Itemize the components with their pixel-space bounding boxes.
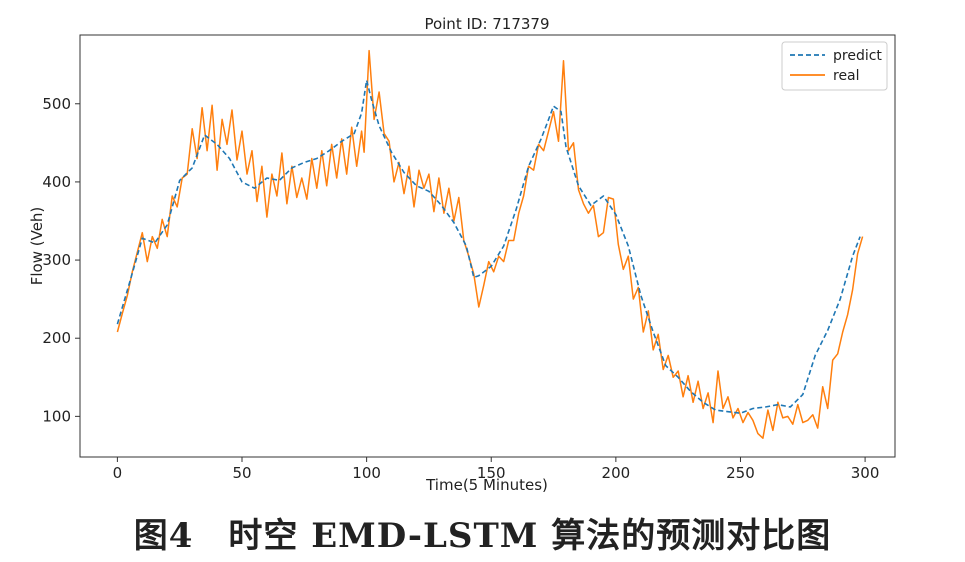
legend-label-predict: predict — [833, 48, 882, 64]
x-tick-label: 50 — [232, 464, 251, 482]
chart-title: Point ID: 717379 — [424, 15, 549, 33]
x-tick-label: 250 — [726, 464, 755, 482]
series-line-predict — [116, 79, 861, 415]
y-tick-label: 400 — [42, 173, 71, 191]
x-tick-label: 150 — [477, 464, 506, 482]
y-tick-label: 100 — [42, 407, 71, 425]
legend: predict real — [781, 41, 888, 91]
plot-frame — [79, 34, 896, 458]
y-axis-label: Flow (Veh) — [28, 207, 46, 286]
series-line-real — [116, 49, 864, 439]
x-tick-label: 100 — [352, 464, 381, 482]
x-tick-label: 0 — [113, 464, 123, 482]
x-tick-label: 300 — [851, 464, 880, 482]
y-axis: 100 200 300 400 500 — [42, 95, 80, 425]
chart: Point ID: 717379 0 50 100 150 200 250 300 100 2… — [28, 15, 896, 494]
legend-box — [781, 41, 888, 91]
legend-label-real: real — [833, 68, 860, 84]
y-tick-label: 300 — [42, 251, 71, 269]
figure-caption: 图4 时空 EMD-LSTM 算法的预测对比图 — [133, 516, 832, 556]
series-layer — [116, 49, 864, 439]
x-axis: 0 50 100 150 200 250 300 — [113, 457, 880, 482]
y-tick-label: 500 — [42, 95, 71, 113]
x-tick-label: 200 — [602, 464, 631, 482]
x-axis-label: Time(5 Minutes) — [425, 476, 548, 494]
y-tick-label: 200 — [42, 329, 71, 347]
